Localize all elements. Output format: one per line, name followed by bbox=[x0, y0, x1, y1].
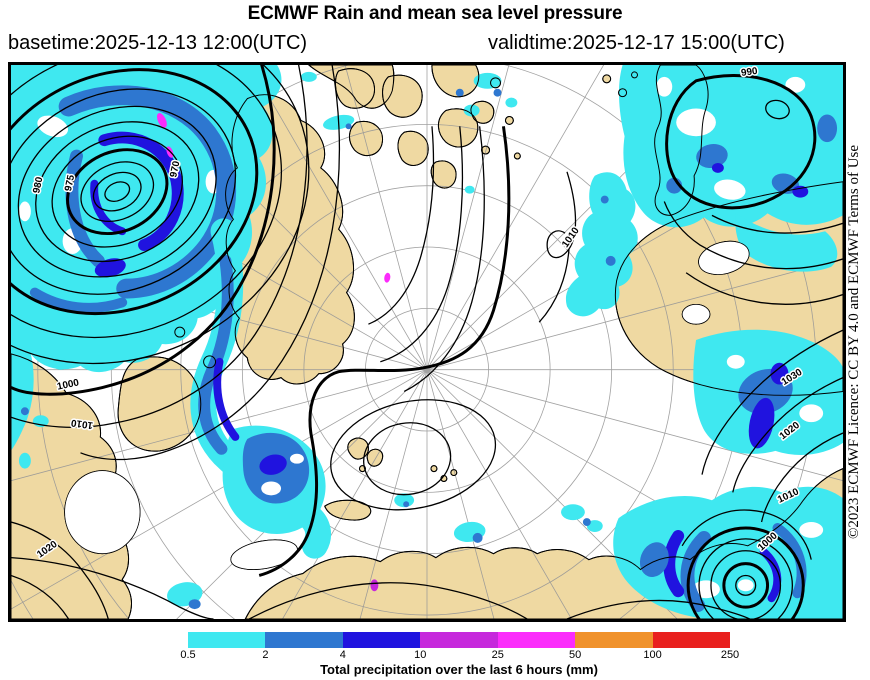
colorbar bbox=[188, 632, 730, 648]
pressure-label: 980 bbox=[31, 175, 45, 194]
contour-layer bbox=[11, 65, 843, 619]
map-canvas: 980 975 970 1010 990 1030 1020 1010 1000… bbox=[11, 65, 843, 619]
colorbar-segment bbox=[342, 632, 421, 648]
colorbar-segment bbox=[420, 632, 498, 648]
colorbar-tick: 4 bbox=[339, 649, 346, 661]
colorbar-tick: 100 bbox=[643, 649, 662, 661]
pressure-label: 970 bbox=[168, 160, 182, 179]
colorbar-segment bbox=[188, 632, 266, 648]
colorbar-tick: 25 bbox=[491, 649, 504, 661]
colorbar-segment bbox=[575, 632, 653, 648]
colorbar-tick: 10 bbox=[414, 649, 427, 661]
colorbar-tick: 250 bbox=[720, 649, 740, 661]
weather-map: 980 975 970 1010 990 1030 1020 1010 1000… bbox=[8, 62, 846, 622]
precipitation-legend: 0.5 2 4 10 25 50 100 250 Total precipita… bbox=[180, 632, 739, 677]
pressure-label: 1010 bbox=[70, 417, 94, 431]
colorbar-tick: 2 bbox=[262, 649, 269, 661]
colorbar-segment bbox=[497, 632, 576, 648]
colorbar-segment bbox=[265, 632, 343, 648]
pressure-label: 975 bbox=[63, 174, 77, 193]
colorbar-segment bbox=[652, 632, 730, 648]
pressure-label: 990 bbox=[740, 66, 758, 79]
page-title: ECMWF Rain and mean sea level pressure bbox=[247, 3, 623, 24]
colorbar-tick: 0.5 bbox=[180, 649, 196, 661]
validtime-label: validtime:2025-12-17 15:00(UTC) bbox=[488, 32, 785, 54]
legend-caption: Total precipitation over the last 6 hour… bbox=[320, 662, 598, 677]
colorbar-tick: 50 bbox=[569, 649, 582, 661]
basetime-label: basetime:2025-12-13 12:00(UTC) bbox=[8, 32, 308, 54]
colorbar-ticks: 0.5 2 4 10 25 50 100 250 bbox=[180, 648, 739, 661]
copyright-notice: ©2023 ECMWF Licence: CC BY 4.0 and ECMWF… bbox=[846, 144, 862, 540]
